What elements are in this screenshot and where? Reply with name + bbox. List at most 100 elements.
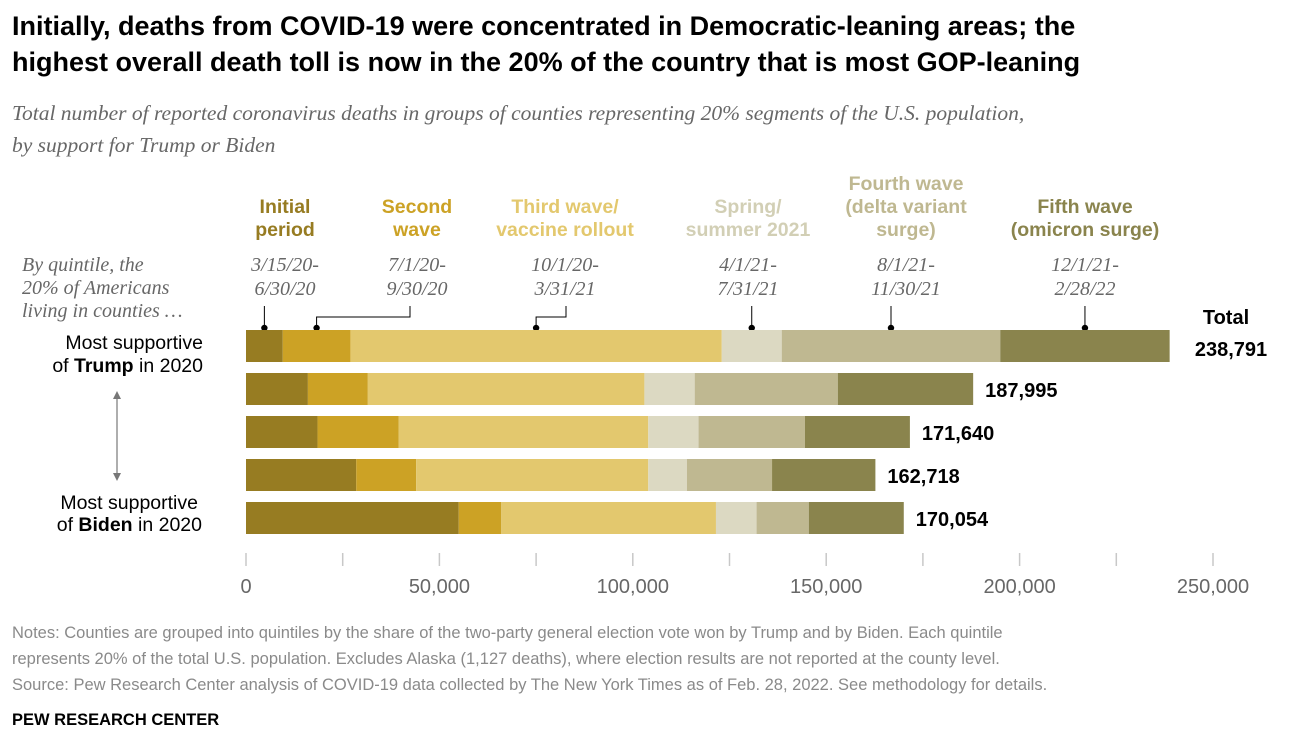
series-date-range: 2/28/22 <box>1054 278 1115 300</box>
chart-title-line: Initially, deaths from COVID-19 were con… <box>12 11 1076 41</box>
series-date-range: 12/1/21- <box>1051 254 1119 276</box>
series-header-label: Second <box>382 196 452 218</box>
row-label-biden-line2: of Biden in 2020 <box>57 514 202 536</box>
leader-dot <box>748 324 755 332</box>
bar-segment <box>246 502 459 534</box>
leader-dot <box>261 324 268 332</box>
intro-line: 20% of Americans <box>22 277 170 299</box>
bar-segment <box>416 459 649 491</box>
intro-line: By quintile, the <box>22 254 144 276</box>
bar-segment <box>367 373 645 405</box>
row-label-biden-line1: Most supportive <box>60 492 198 514</box>
series-header-label: summer 2021 <box>686 219 811 241</box>
chart-title: Initially, deaths from COVID-19 were con… <box>12 8 1287 80</box>
series-header-label: (omicron surge) <box>1011 219 1159 241</box>
series-date-range: 9/30/20 <box>386 278 447 300</box>
leader-dot <box>887 324 895 332</box>
series-date-range: 6/30/20 <box>254 278 315 300</box>
bars <box>246 330 1170 534</box>
series-date-range: 10/1/20- <box>531 254 599 276</box>
bar-segment <box>686 459 773 491</box>
bar-segment <box>350 330 722 362</box>
quintile-intro: By quintile, the 20% of Americans living… <box>22 254 183 322</box>
total-label: 162,718 <box>887 466 959 488</box>
bar-segment <box>501 502 716 534</box>
series-header-label: Spring/ <box>714 196 782 218</box>
leader-dot <box>313 324 320 332</box>
bar-segment <box>781 330 1001 362</box>
notes: Notes: Counties are grouped into quintil… <box>12 620 1287 698</box>
series-date-range: 8/1/21- <box>877 254 935 276</box>
chart-title-line: highest overall death toll is now in the… <box>12 47 1081 77</box>
leader-dot <box>532 324 540 332</box>
series-header-label: (delta variant <box>845 196 967 218</box>
bar-segment <box>317 416 399 448</box>
chart-subtitle: Total number of reported coronavirus dea… <box>12 97 1287 161</box>
bar-segment <box>644 373 695 405</box>
bar-segment <box>756 502 809 534</box>
bar-segment <box>804 416 910 448</box>
leader-dot <box>1081 324 1089 332</box>
total-label: 238,791 <box>1195 339 1267 361</box>
series-header-label: Third wave/ <box>511 196 619 218</box>
series-date-range: 3/31/21 <box>533 278 595 300</box>
series-date-range: 4/1/21- <box>719 254 777 276</box>
series-header-label: Fifth wave <box>1037 196 1133 218</box>
x-tick-label: 100,000 <box>597 576 669 598</box>
bar-segment <box>458 502 502 534</box>
total-label: 170,054 <box>916 509 989 531</box>
x-tick-label: 0 <box>240 576 251 598</box>
bar-segment <box>808 502 904 534</box>
bar-segment <box>282 330 351 362</box>
arrow-head-down <box>113 473 121 481</box>
x-tick-label: 50,000 <box>409 576 470 598</box>
leader-line <box>535 306 567 328</box>
series-header-label: period <box>255 219 315 241</box>
series-header-label: Fourth wave <box>849 173 964 195</box>
x-axis: 0 50,000 100,000 150,000 200,000 250,000 <box>240 553 1249 598</box>
total-header: Total <box>1203 307 1249 329</box>
bar-segment <box>246 459 357 491</box>
bar-segment <box>246 373 308 405</box>
notes-line: represents 20% of the total U.S. populat… <box>12 650 1000 668</box>
series-header-label: wave <box>392 219 441 241</box>
notes-line: Notes: Counties are grouped into quintil… <box>12 624 1003 642</box>
bar-segment <box>694 373 838 405</box>
bar-totals: 238,791 187,995 171,640 162,718 170,054 <box>887 339 1267 531</box>
x-tick-label: 150,000 <box>790 576 862 598</box>
series-header-label: surge) <box>876 219 936 241</box>
row-label-trump-line2: of Trump in 2020 <box>52 355 203 377</box>
total-label: 171,640 <box>922 423 994 445</box>
x-tick-label: 200,000 <box>983 576 1055 598</box>
row-labels: Most supportive of Trump in 2020 Most su… <box>52 332 203 536</box>
intro-line: living in counties … <box>22 300 183 322</box>
arrow-head-up <box>113 391 121 399</box>
bar-segment <box>698 416 805 448</box>
series-date-range: 7/31/21 <box>717 278 778 300</box>
leader-line <box>316 306 411 328</box>
bar-segment <box>648 459 687 491</box>
bar-segment <box>246 330 283 362</box>
row-label-trump-line1: Most supportive <box>65 332 203 354</box>
chart-subtitle-line: by support for Trump or Biden <box>12 133 276 157</box>
series-header-label: vaccine rollout <box>496 219 634 241</box>
series-date-range: 7/1/20- <box>388 254 446 276</box>
chart-subtitle-line: Total number of reported coronavirus dea… <box>12 101 1025 125</box>
bar-segment <box>398 416 649 448</box>
bar-segment <box>648 416 699 448</box>
bar-segment <box>356 459 417 491</box>
total-label: 187,995 <box>985 380 1057 402</box>
bar-segment <box>307 373 368 405</box>
pew-logo-text: PEW RESEARCH CENTER <box>12 711 220 729</box>
bar-segment <box>772 459 876 491</box>
bar-segment <box>246 416 318 448</box>
leader-lines <box>261 306 1089 332</box>
x-tick-label: 250,000 <box>1177 576 1249 598</box>
series-date-range: 11/30/21 <box>871 278 941 300</box>
double-arrow-icon <box>113 391 121 481</box>
bar-segment <box>837 373 974 405</box>
bar-segment <box>1000 330 1170 362</box>
series-date-range: 3/15/20- <box>250 254 319 276</box>
